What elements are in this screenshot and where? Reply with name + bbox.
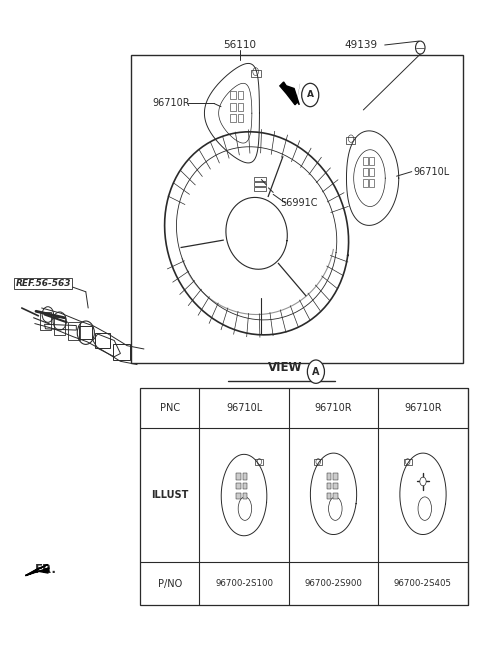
Bar [131, 55, 463, 364]
Bar [363, 179, 368, 187]
Bar [404, 459, 412, 466]
Bar [327, 474, 331, 479]
Bar [369, 168, 374, 176]
Bar [238, 91, 243, 99]
Text: PNC: PNC [160, 403, 180, 413]
Text: 96710R: 96710R [152, 98, 190, 109]
Ellipse shape [418, 497, 432, 520]
Bar [369, 179, 374, 187]
Bar [243, 474, 247, 479]
Bar [243, 483, 247, 489]
Text: 96710R: 96710R [315, 403, 352, 413]
Text: P/NO: P/NO [158, 579, 182, 589]
Bar [333, 474, 337, 479]
Circle shape [301, 83, 319, 107]
Bar [236, 493, 241, 499]
Bar [251, 69, 261, 77]
Bar [346, 137, 356, 144]
Text: 96700-2S100: 96700-2S100 [215, 579, 273, 588]
Text: 96710L: 96710L [226, 403, 262, 413]
Text: ILLUST: ILLUST [151, 490, 189, 500]
Bar [230, 103, 236, 111]
Text: A: A [312, 367, 320, 377]
Polygon shape [280, 82, 298, 105]
Ellipse shape [328, 497, 342, 520]
Text: REF.56-563: REF.56-563 [15, 279, 71, 288]
Bar [96, 333, 109, 348]
Bar [236, 483, 241, 489]
Bar [236, 474, 241, 479]
Bar [254, 182, 266, 186]
Bar [333, 483, 337, 489]
Bar [113, 345, 130, 360]
Bar [40, 312, 51, 330]
Text: 56991C: 56991C [280, 198, 318, 208]
Bar [230, 115, 236, 122]
Text: VIEW: VIEW [268, 362, 302, 374]
Text: 96710R: 96710R [404, 403, 442, 413]
Bar [363, 157, 368, 164]
Bar [255, 459, 264, 466]
Bar [254, 187, 266, 191]
Text: A: A [307, 90, 314, 100]
Text: 96700-2S405: 96700-2S405 [394, 579, 452, 588]
Bar [314, 459, 322, 466]
Text: FR.: FR. [35, 563, 57, 576]
Text: 49139: 49139 [345, 40, 378, 50]
Ellipse shape [238, 497, 252, 520]
Text: 56110: 56110 [224, 40, 256, 50]
Bar [54, 317, 65, 335]
Bar [238, 115, 243, 122]
Bar [327, 483, 331, 489]
Circle shape [307, 360, 324, 383]
Text: 96710L: 96710L [413, 166, 449, 177]
Bar [238, 103, 243, 111]
Polygon shape [287, 86, 300, 105]
Text: 96700-2S900: 96700-2S900 [305, 579, 362, 588]
Circle shape [420, 477, 426, 486]
Bar [327, 493, 331, 499]
Polygon shape [25, 565, 48, 576]
Bar [363, 168, 368, 176]
Bar [140, 388, 468, 605]
Polygon shape [25, 568, 49, 576]
Bar [333, 493, 337, 499]
Bar [68, 322, 80, 341]
Bar [369, 157, 374, 164]
Bar [79, 326, 93, 339]
Bar [243, 493, 247, 499]
Bar [230, 91, 236, 99]
Bar [254, 177, 266, 181]
